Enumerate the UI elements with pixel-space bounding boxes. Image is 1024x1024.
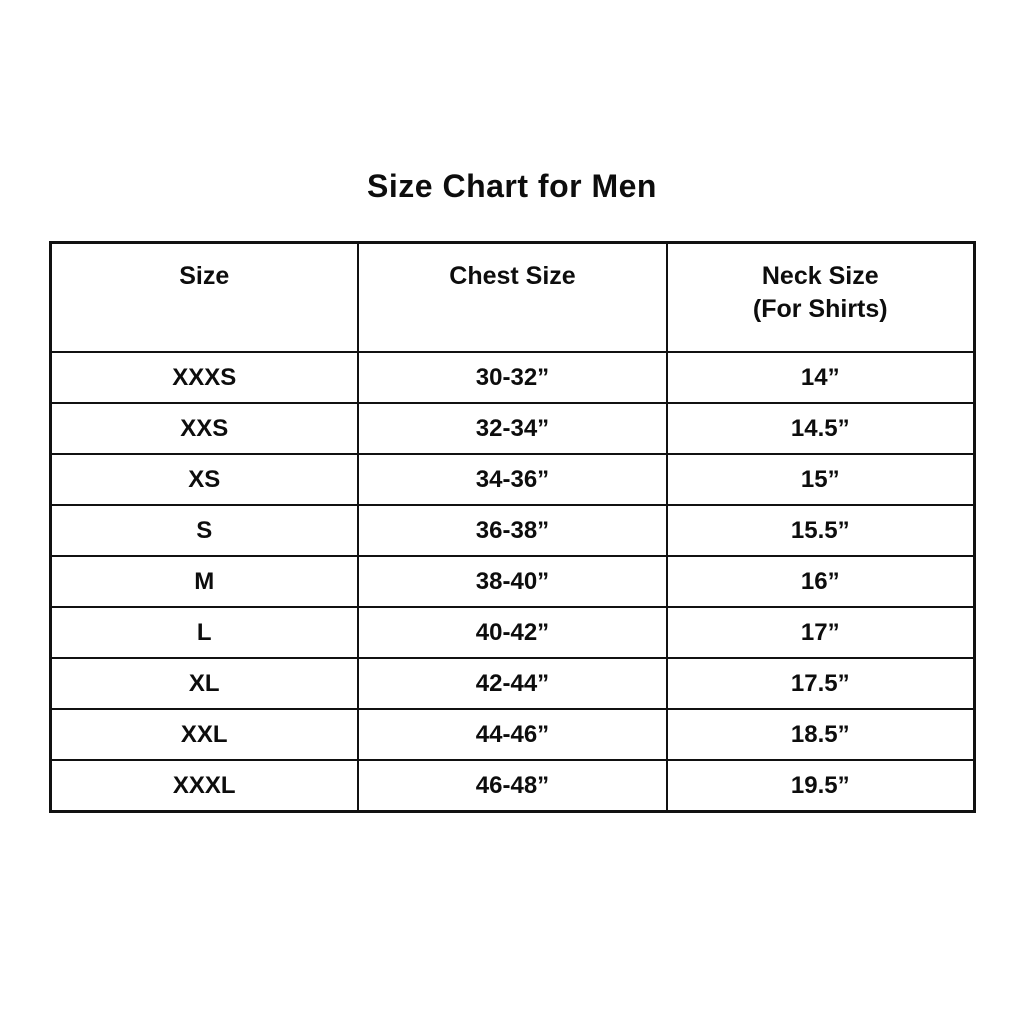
cell-neck-size: 18.5” bbox=[666, 708, 975, 761]
cell-chest-size: 46-48” bbox=[357, 759, 668, 813]
cell-chest-size: 34-36” bbox=[357, 453, 668, 506]
table-row: XL 42-44” 17.5” bbox=[49, 657, 975, 710]
table-header-row: Size Chest Size Neck Size (For Shirts) bbox=[49, 241, 975, 353]
column-header-neck-size-sublabel: (For Shirts) bbox=[752, 294, 888, 323]
cell-neck-size: 14.5” bbox=[666, 402, 975, 455]
size-chart-table: Size Chest Size Neck Size (For Shirts) X… bbox=[48, 241, 976, 813]
cell-neck-size: 15” bbox=[666, 453, 975, 506]
cell-neck-size: 17” bbox=[666, 606, 975, 659]
column-header-chest-size: Chest Size bbox=[357, 241, 668, 353]
cell-size: L bbox=[49, 606, 359, 659]
table-row: XXS 32-34” 14.5” bbox=[49, 402, 975, 455]
cell-size: XXL bbox=[49, 708, 359, 761]
cell-chest-size: 40-42” bbox=[357, 606, 668, 659]
cell-neck-size: 19.5” bbox=[666, 759, 975, 813]
cell-neck-size: 17.5” bbox=[666, 657, 975, 710]
page-title: Size Chart for Men bbox=[367, 168, 657, 204]
table-row: XXXS 30-32” 14” bbox=[49, 351, 975, 404]
cell-neck-size: 16” bbox=[666, 555, 975, 608]
column-header-neck-size-label: Neck Size bbox=[761, 262, 879, 290]
cell-size: XXXS bbox=[49, 351, 359, 404]
column-header-chest-size-label: Chest Size bbox=[449, 262, 576, 290]
table-row: XXL 44-46” 18.5” bbox=[49, 708, 975, 761]
table-row: XXXL 46-48” 19.5” bbox=[49, 759, 975, 813]
cell-size: XXS bbox=[49, 402, 359, 455]
column-header-size: Size bbox=[49, 241, 359, 353]
cell-chest-size: 44-46” bbox=[357, 708, 668, 761]
table-row: M 38-40” 16” bbox=[49, 555, 975, 608]
cell-neck-size: 15.5” bbox=[666, 504, 975, 557]
cell-size: M bbox=[49, 555, 359, 608]
table-row: S 36-38” 15.5” bbox=[49, 504, 975, 557]
cell-size: XXXL bbox=[49, 759, 359, 813]
table-row: L 40-42” 17” bbox=[49, 606, 975, 659]
table-body: XXXS 30-32” 14” XXS 32-34” 14.5” XS 34-36” 15” S 3… bbox=[49, 351, 975, 813]
column-header-neck-size: Neck Size (For Shirts) bbox=[666, 241, 975, 353]
cell-size: S bbox=[49, 504, 359, 557]
cell-chest-size: 30-32” bbox=[357, 351, 668, 404]
column-header-size-label: Size bbox=[179, 262, 230, 290]
cell-neck-size: 14” bbox=[666, 351, 975, 404]
table-row: XS 34-36” 15” bbox=[49, 453, 975, 506]
cell-chest-size: 36-38” bbox=[357, 504, 668, 557]
cell-size: XL bbox=[49, 657, 359, 710]
cell-chest-size: 42-44” bbox=[357, 657, 668, 710]
cell-chest-size: 38-40” bbox=[357, 555, 668, 608]
cell-size: XS bbox=[49, 453, 359, 506]
cell-chest-size: 32-34” bbox=[357, 402, 668, 455]
